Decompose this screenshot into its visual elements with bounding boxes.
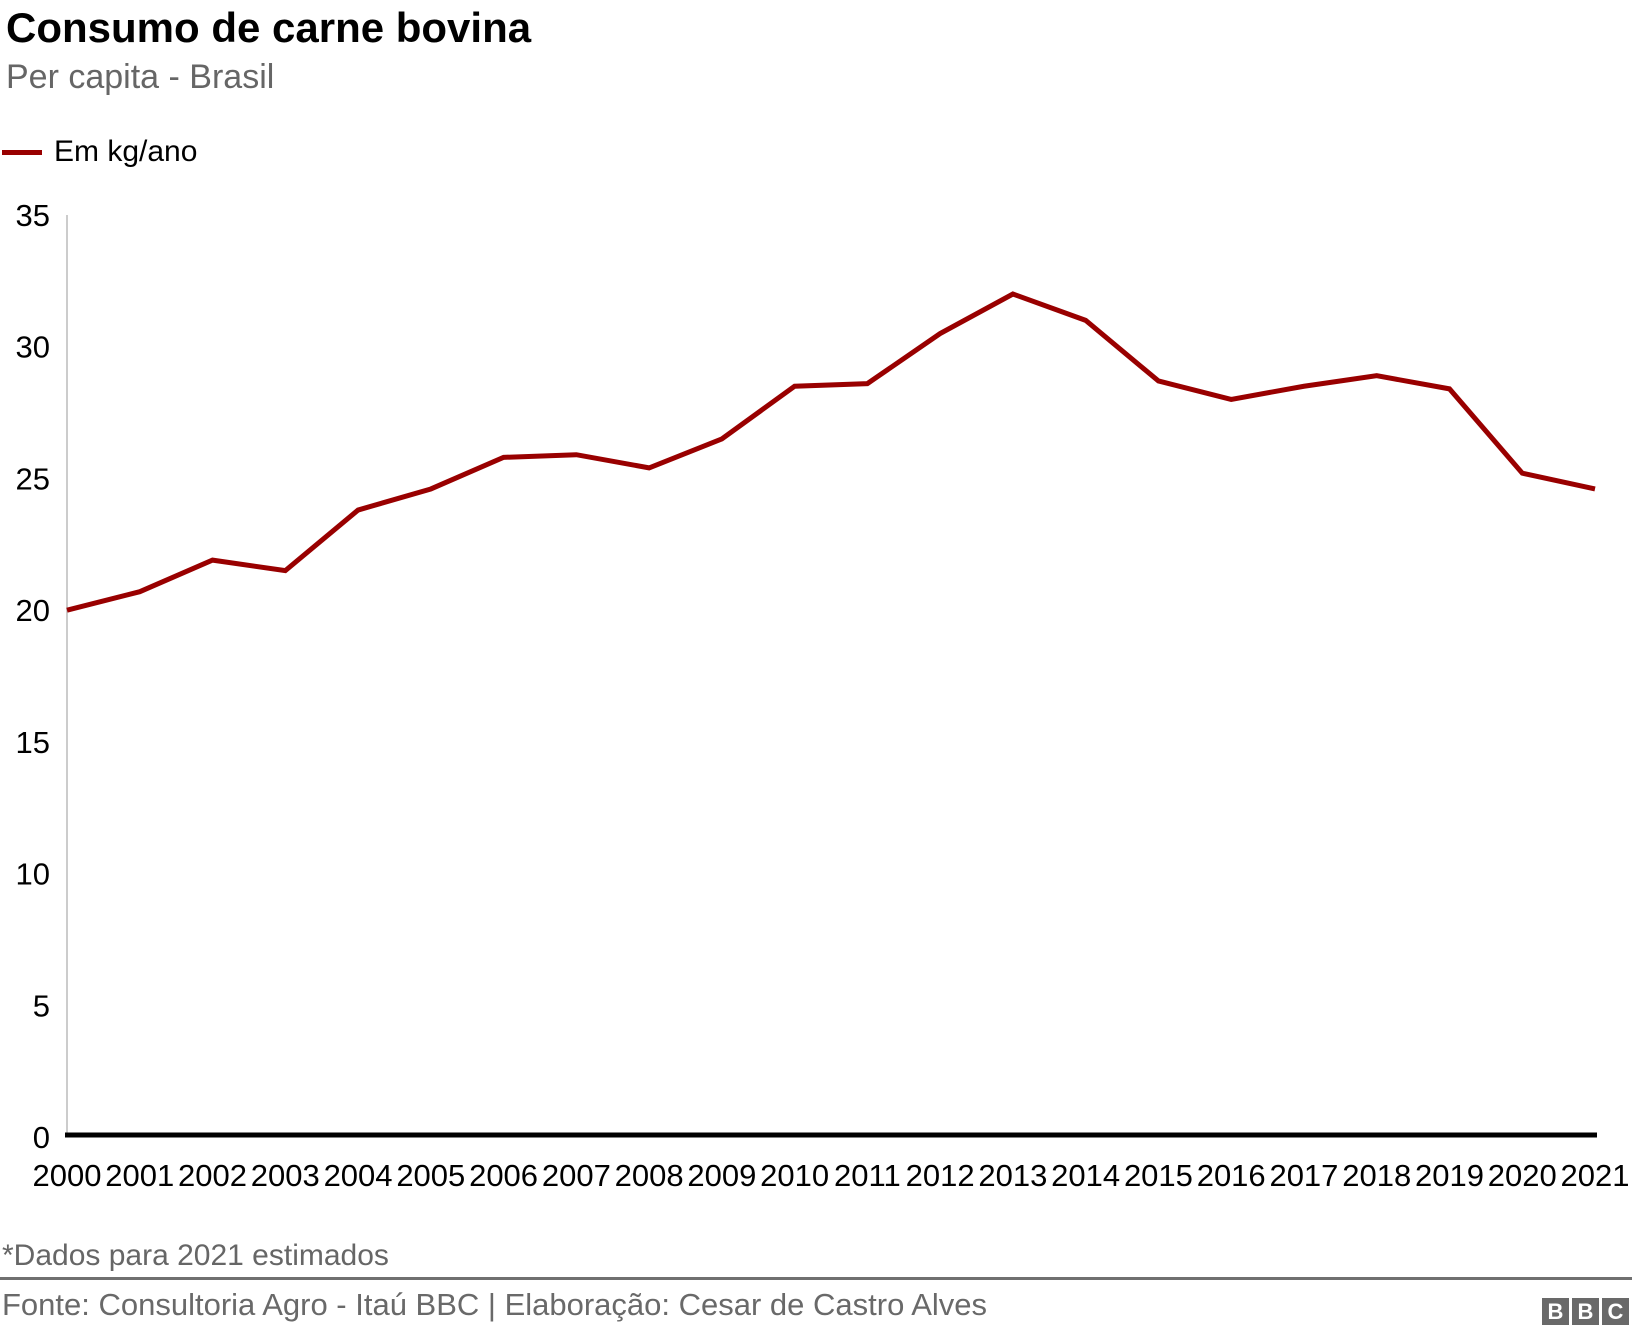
- y-tick-label: 30: [16, 330, 50, 365]
- x-tick-label: 2003: [251, 1158, 320, 1193]
- page-subtitle: Per capita - Brasil: [6, 58, 275, 96]
- x-tick-label: 2005: [396, 1158, 465, 1193]
- x-tick-label: 2013: [978, 1158, 1047, 1193]
- y-tick-label: 20: [16, 593, 50, 628]
- x-tick-label: 2007: [542, 1158, 611, 1193]
- x-tick-label: 2000: [33, 1158, 102, 1193]
- x-tick-label: 2016: [1197, 1158, 1266, 1193]
- x-tick-label: 2018: [1342, 1158, 1411, 1193]
- bbc-logo: B B C: [1542, 1298, 1629, 1325]
- bbc-logo-letter: C: [1602, 1298, 1629, 1325]
- x-tick-label: 2011: [834, 1158, 901, 1193]
- x-tick-label: 2006: [469, 1158, 538, 1193]
- x-tick-label: 2019: [1415, 1158, 1484, 1193]
- x-tick-label: 2014: [1051, 1158, 1120, 1193]
- data-line: [66, 291, 1596, 613]
- y-tick-label: 0: [33, 1120, 50, 1155]
- y-tick-label: 10: [16, 857, 50, 892]
- footnote: *Dados para 2021 estimados: [2, 1239, 389, 1272]
- x-tick-label: 2021: [1561, 1158, 1630, 1193]
- legend: Em kg/ano: [2, 136, 197, 168]
- bbc-logo-letter: B: [1542, 1298, 1569, 1325]
- x-tick-label: 2017: [1269, 1158, 1338, 1193]
- x-tick-label: 2002: [178, 1158, 247, 1193]
- x-tick-label: 2010: [760, 1158, 829, 1193]
- page-title: Consumo de carne bovina: [6, 4, 532, 51]
- x-tick-label: 2012: [906, 1158, 975, 1193]
- y-tick-label: 5: [33, 988, 50, 1023]
- y-tick-label: 15: [16, 725, 50, 760]
- footer-divider: [0, 1277, 1632, 1280]
- x-tick-label: 2004: [324, 1158, 393, 1193]
- source-text: Fonte: Consultoria Agro - Itaú BBC | Ela…: [2, 1287, 988, 1322]
- x-tick-label: 2020: [1488, 1158, 1557, 1193]
- y-tick-label: 25: [16, 461, 50, 496]
- legend-label: Em kg/ano: [54, 135, 198, 168]
- x-tick-label: 2001: [105, 1158, 174, 1193]
- x-tick-label: 2009: [687, 1158, 756, 1193]
- legend-line-swatch-icon: [2, 149, 42, 155]
- x-tick-label: 2008: [615, 1158, 684, 1193]
- bbc-logo-letter: B: [1572, 1298, 1599, 1325]
- x-tick-label: 2015: [1124, 1158, 1193, 1193]
- y-tick-label: 35: [16, 198, 50, 233]
